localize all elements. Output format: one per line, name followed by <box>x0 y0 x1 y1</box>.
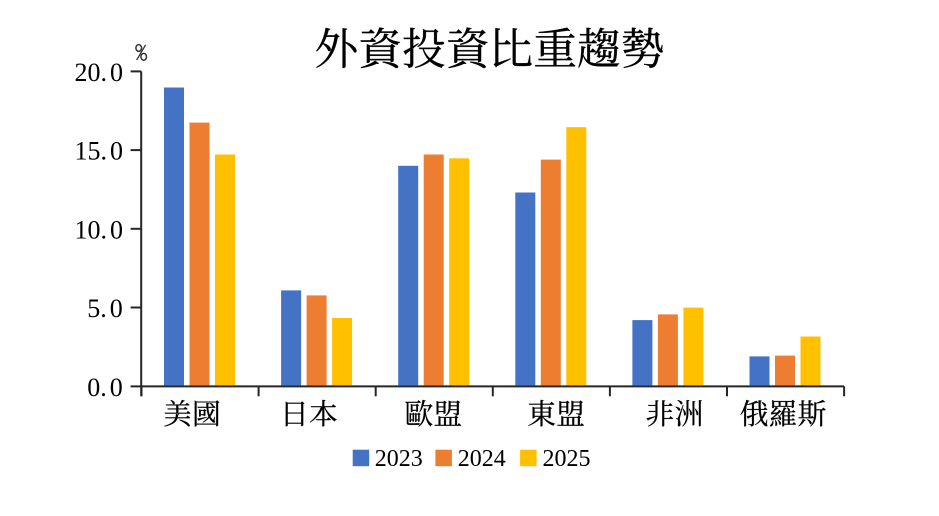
svg-text:20.0: 20. 0 <box>75 58 124 87</box>
svg-text:15.0: 15. 0 <box>75 137 124 166</box>
svg-text:0.0: 0. 0 <box>87 373 123 402</box>
svg-text:2025: 2025 <box>543 446 591 472</box>
svg-text:2023: 2023 <box>375 446 423 472</box>
svg-text:10.0: 10. 0 <box>75 215 124 244</box>
svg-text:2024: 2024 <box>458 446 506 472</box>
svg-text:5.0: 5. 0 <box>87 294 123 323</box>
